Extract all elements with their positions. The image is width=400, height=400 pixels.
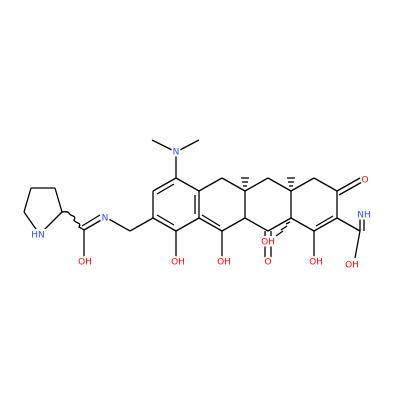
atom-label: O (264, 258, 271, 268)
atom-label: NH (357, 211, 371, 221)
atom-label: N (173, 148, 180, 158)
atom-label: HN (31, 231, 45, 241)
atom-label: OH (261, 238, 275, 248)
atom-label: OH (171, 258, 185, 268)
atom-labels: N O HN N OH OH OH O OH OH NH OH (29, 146, 373, 273)
atom-label: OH (345, 261, 359, 271)
atom-label: N (102, 214, 109, 224)
atom-label: OH (217, 258, 231, 268)
atom-label: OH (78, 258, 92, 268)
bonds (23, 139, 365, 259)
atom-label: OH (309, 258, 323, 268)
hash-bonds (241, 177, 295, 237)
atom-label: O (361, 176, 368, 186)
